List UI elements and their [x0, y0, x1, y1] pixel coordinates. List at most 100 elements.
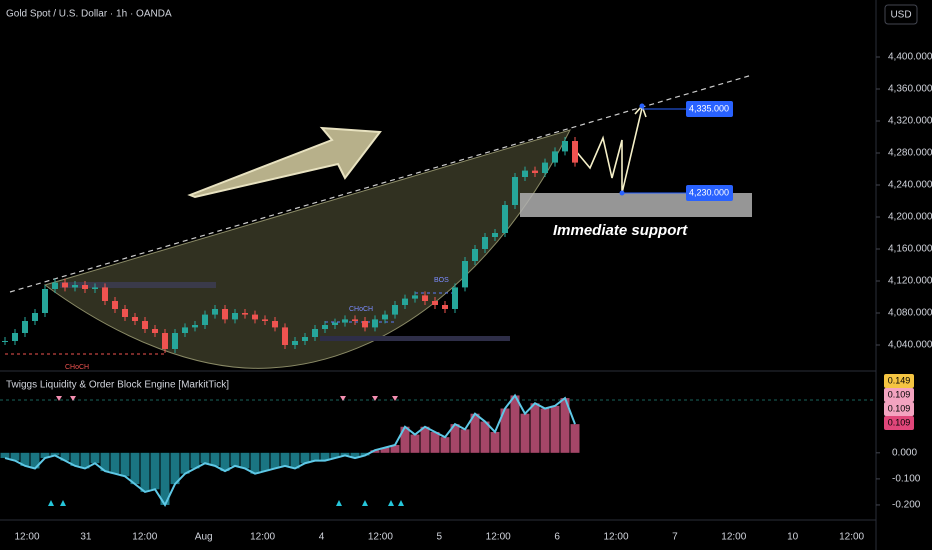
marker	[56, 396, 62, 401]
x-tick-label: 12:00	[486, 532, 511, 543]
x-tick-label: 12:00	[721, 532, 746, 543]
signal-markers	[48, 500, 404, 506]
currency-button[interactable]	[884, 4, 918, 25]
candle-body	[372, 319, 378, 328]
histogram-bar	[570, 424, 580, 453]
bos-label: BOS	[434, 277, 449, 284]
value-label: 0.109	[888, 417, 911, 427]
histogram-bar	[440, 437, 450, 453]
x-tick-label: 31	[80, 532, 92, 543]
histogram-bar	[380, 447, 390, 453]
candle-body	[102, 287, 108, 301]
symbol-title: Gold Spot / U.S. Dollar · 1h · OANDA	[6, 9, 172, 20]
candle-body	[462, 261, 468, 288]
signal-markers	[56, 396, 398, 401]
candle-body	[122, 309, 128, 317]
candle-body	[362, 321, 368, 328]
candle-body	[452, 287, 458, 309]
histogram-bar	[190, 452, 200, 469]
candle-body	[552, 151, 558, 163]
candle-body	[292, 341, 298, 345]
candle-body	[2, 341, 8, 342]
histogram-bar	[510, 395, 520, 453]
candle-body	[222, 309, 228, 320]
candle-body	[32, 313, 38, 321]
y-tick-label: 4,200.000	[888, 212, 932, 223]
histogram-bar	[260, 452, 270, 472]
histogram-bar	[340, 452, 350, 456]
arrow	[187, 126, 382, 199]
indicator-title: Twiggs Liquidity & Order Block Engine [M…	[6, 380, 229, 391]
y-tick-label: 4,040.000	[888, 340, 932, 351]
candle-body	[322, 325, 328, 329]
marker	[336, 500, 342, 506]
y-tick-label: 0.000	[892, 447, 917, 458]
histogram-bar	[430, 431, 440, 453]
histogram-bar	[560, 398, 570, 453]
histogram-bar	[150, 452, 160, 490]
x-tick-label: 12:00	[603, 532, 628, 543]
marker	[340, 396, 346, 401]
candle-body	[142, 321, 148, 329]
candle-body	[162, 333, 168, 349]
candle-body	[402, 298, 408, 305]
support-label: Immediate support	[553, 222, 688, 239]
marker	[392, 396, 398, 401]
histogram-bar	[320, 452, 330, 461]
histogram-bar	[90, 452, 100, 464]
candle-body	[62, 282, 68, 288]
histogram-bar	[40, 452, 50, 459]
currency[interactable]: USD	[890, 10, 911, 21]
histogram-bar	[110, 452, 120, 474]
candle-body	[22, 321, 28, 333]
candle-body	[242, 313, 248, 315]
value-label-box	[884, 388, 914, 402]
x-tick-label: 12:00	[14, 532, 39, 543]
value-label-box	[884, 374, 914, 388]
candle-body	[382, 314, 388, 320]
choch-label: CHoCH	[349, 306, 373, 313]
candle-body	[482, 237, 488, 249]
x-tick-label: Aug	[195, 532, 213, 543]
histogram-bar	[540, 408, 550, 453]
candle-body	[542, 162, 548, 173]
histogram-bar	[210, 452, 220, 466]
candle-body	[182, 327, 188, 333]
x-tick-label: 7	[672, 532, 678, 543]
histogram-bar	[100, 452, 110, 472]
candle-body	[252, 314, 258, 320]
histogram-bar	[160, 452, 170, 505]
histogram-bar	[0, 452, 10, 459]
x-tick-label: 6	[554, 532, 560, 543]
candle-body	[92, 287, 98, 289]
candle-body	[42, 289, 48, 313]
candle-body	[532, 170, 538, 173]
histogram-bar	[550, 405, 560, 453]
candle-body	[12, 333, 18, 341]
price-label: 4,335.000	[689, 103, 729, 113]
candle-body	[132, 317, 138, 321]
candle-body	[52, 282, 58, 289]
histogram-bar	[310, 452, 320, 461]
value-label: 0.109	[888, 403, 911, 413]
histogram-bar	[420, 426, 430, 453]
candle-body	[522, 170, 528, 177]
candle-body	[332, 322, 338, 325]
candle-body	[422, 295, 428, 301]
histogram-bar	[60, 452, 70, 461]
x-tick-label: 12:00	[250, 532, 275, 543]
y-tick-label: -0.100	[892, 474, 921, 485]
candle-body	[512, 177, 518, 205]
histogram-bar	[180, 452, 190, 474]
value-label: 0.149	[888, 375, 911, 385]
x-tick-label: 4	[319, 532, 325, 543]
price-label: 4,230.000	[689, 187, 729, 197]
y-tick-label: 4,400.000	[888, 52, 932, 63]
x-tick-label: 12:00	[368, 532, 393, 543]
x-tick-label: 10	[787, 532, 799, 543]
marker	[48, 500, 54, 506]
y-tick-label: 4,240.000	[888, 180, 932, 191]
candle-body	[412, 295, 418, 299]
histogram-bar	[490, 431, 500, 453]
